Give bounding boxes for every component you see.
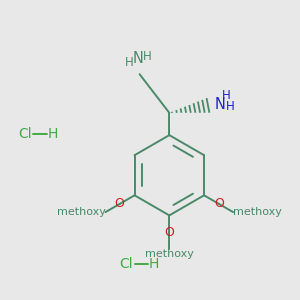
Text: H: H xyxy=(226,100,235,112)
Text: N: N xyxy=(133,51,143,66)
Text: methoxy: methoxy xyxy=(233,207,282,217)
Text: methoxy: methoxy xyxy=(145,249,194,259)
Text: methoxy: methoxy xyxy=(57,207,106,217)
Text: H: H xyxy=(143,50,152,63)
Text: O: O xyxy=(164,226,174,239)
Text: H: H xyxy=(125,56,134,69)
Text: H: H xyxy=(221,89,230,102)
Text: O: O xyxy=(214,197,224,210)
Text: Cl: Cl xyxy=(119,257,133,272)
Text: O: O xyxy=(115,197,124,210)
Text: H: H xyxy=(149,257,159,272)
Text: H: H xyxy=(48,127,58,141)
Text: N: N xyxy=(214,97,225,112)
Text: Cl: Cl xyxy=(18,127,32,141)
